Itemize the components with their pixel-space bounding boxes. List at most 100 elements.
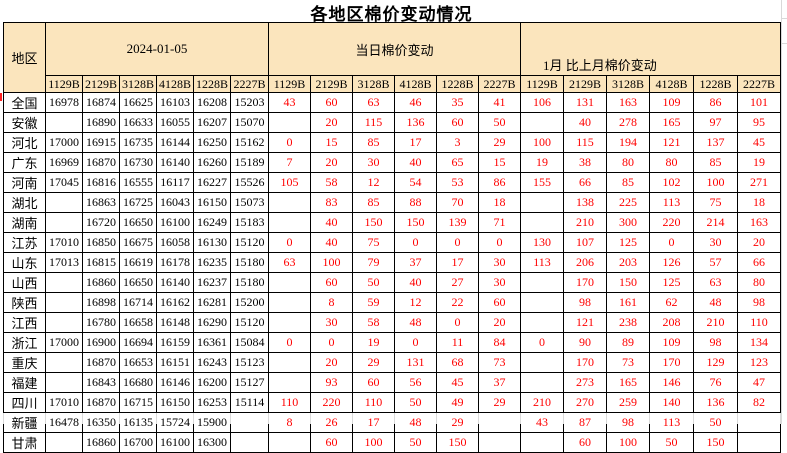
- region-cell[interactable]: 湖北: [3, 192, 46, 213]
- price-cell[interactable]: 16100: [156, 212, 194, 233]
- monthly-change-cell[interactable]: 137: [693, 132, 738, 153]
- daily-change-cell[interactable]: 40: [310, 232, 353, 253]
- price-cell[interactable]: 15180: [230, 272, 269, 293]
- monthly-change-cell[interactable]: 129: [693, 352, 738, 373]
- price-cell[interactable]: 16633: [119, 112, 157, 133]
- price-cell[interactable]: [45, 212, 83, 233]
- monthly-change-cell[interactable]: 98: [693, 332, 738, 353]
- price-cell[interactable]: 15183: [230, 212, 269, 233]
- monthly-change-cell[interactable]: 121: [649, 132, 694, 153]
- daily-change-cell[interactable]: 56: [394, 372, 437, 393]
- grade-header-2129B[interactable]: 2129B: [563, 75, 607, 93]
- price-cell[interactable]: 16150: [193, 192, 231, 213]
- monthly-change-cell[interactable]: 80: [649, 152, 694, 173]
- daily-change-cell[interactable]: 50: [394, 432, 437, 453]
- price-cell[interactable]: 16890: [82, 112, 120, 133]
- price-cell[interactable]: 16816: [82, 172, 120, 193]
- price-cell[interactable]: 16730: [119, 152, 157, 173]
- monthly-change-cell[interactable]: 60: [563, 432, 607, 453]
- daily-change-cell[interactable]: 7: [268, 152, 311, 173]
- price-cell[interactable]: 16850: [82, 232, 120, 253]
- grade-header-1228B[interactable]: 1228B: [436, 75, 479, 93]
- monthly-change-cell[interactable]: 18: [737, 192, 781, 213]
- price-cell[interactable]: 15114: [230, 392, 269, 413]
- daily-change-cell[interactable]: 110: [268, 392, 311, 413]
- price-cell[interactable]: [230, 412, 269, 433]
- price-cell[interactable]: 16694: [119, 332, 157, 353]
- price-cell[interactable]: 17000: [45, 332, 83, 353]
- monthly-change-cell[interactable]: 98: [563, 292, 607, 313]
- monthly-change-cell[interactable]: 259: [606, 392, 650, 413]
- daily-change-cell[interactable]: 86: [478, 172, 521, 193]
- daily-change-cell[interactable]: 17: [394, 132, 437, 153]
- daily-change-cell[interactable]: 8: [310, 292, 353, 313]
- monthly-change-cell[interactable]: 150: [693, 432, 738, 453]
- daily-change-cell[interactable]: 30: [352, 152, 395, 173]
- price-cell[interactable]: 16260: [193, 152, 231, 173]
- daily-change-cell[interactable]: 37: [394, 252, 437, 273]
- daily-change-cell[interactable]: 20: [310, 112, 353, 133]
- region-cell[interactable]: 山西: [3, 272, 46, 293]
- daily-change-cell[interactable]: 29: [478, 132, 521, 153]
- monthly-change-cell[interactable]: 20: [737, 232, 781, 253]
- grade-header-1129B[interactable]: 1129B: [520, 75, 564, 93]
- daily-change-cell[interactable]: [268, 432, 311, 453]
- price-cell[interactable]: [230, 432, 269, 453]
- price-cell[interactable]: 16675: [119, 232, 157, 253]
- price-cell[interactable]: 16860: [82, 432, 120, 453]
- region-cell[interactable]: 江西: [3, 312, 46, 333]
- monthly-change-cell[interactable]: 90: [563, 332, 607, 353]
- monthly-change-cell[interactable]: 38: [563, 152, 607, 173]
- price-cell[interactable]: 15120: [230, 312, 269, 333]
- daily-change-cell[interactable]: 40: [394, 152, 437, 173]
- price-cell[interactable]: 15180: [230, 252, 269, 273]
- daily-change-cell[interactable]: 50: [394, 392, 437, 413]
- daily-change-cell[interactable]: [268, 212, 311, 233]
- price-cell[interactable]: 16478: [45, 412, 83, 433]
- price-cell[interactable]: 16243: [193, 352, 231, 373]
- price-cell[interactable]: 16658: [119, 312, 157, 333]
- monthly-change-cell[interactable]: 109: [649, 92, 694, 113]
- price-cell[interactable]: 16253: [193, 392, 231, 413]
- daily-change-cell[interactable]: [268, 272, 311, 293]
- daily-change-cell[interactable]: 58: [310, 172, 353, 193]
- price-cell[interactable]: 15120: [230, 232, 269, 253]
- daily-change-cell[interactable]: 50: [352, 272, 395, 293]
- monthly-change-cell[interactable]: 136: [693, 392, 738, 413]
- price-cell[interactable]: 16237: [193, 272, 231, 293]
- price-cell[interactable]: 15162: [230, 132, 269, 153]
- region-cell[interactable]: 四川: [3, 392, 46, 413]
- monthly-change-cell[interactable]: [520, 192, 564, 213]
- daily-change-cell[interactable]: 40: [394, 272, 437, 293]
- daily-change-cell[interactable]: 88: [394, 192, 437, 213]
- monthly-change-cell[interactable]: 43: [520, 412, 564, 433]
- daily-change-cell[interactable]: 27: [436, 272, 479, 293]
- monthly-change-cell[interactable]: 194: [606, 132, 650, 153]
- monthly-change-cell[interactable]: 165: [606, 372, 650, 393]
- daily-change-cell[interactable]: 11: [436, 332, 479, 353]
- price-cell[interactable]: [45, 372, 83, 393]
- daily-change-cell[interactable]: 8: [268, 412, 311, 433]
- price-cell[interactable]: 16870: [82, 352, 120, 373]
- price-cell[interactable]: 16555: [119, 172, 157, 193]
- monthly-change-cell[interactable]: 63: [693, 272, 738, 293]
- region-cell[interactable]: 湖南: [3, 212, 46, 233]
- grade-header-2227B[interactable]: 2227B: [737, 75, 781, 93]
- monthly-change-cell[interactable]: 134: [737, 332, 781, 353]
- price-cell[interactable]: 16290: [193, 312, 231, 333]
- monthly-change-cell[interactable]: 125: [649, 272, 694, 293]
- monthly-change-cell[interactable]: 273: [563, 372, 607, 393]
- region-cell[interactable]: 福建: [3, 372, 46, 393]
- daily-change-cell[interactable]: 12: [352, 172, 395, 193]
- price-cell[interactable]: 16100: [156, 432, 194, 453]
- price-cell[interactable]: 16715: [119, 392, 157, 413]
- daily-change-cell[interactable]: 110: [352, 392, 395, 413]
- daily-change-cell[interactable]: [478, 432, 521, 453]
- monthly-change-cell[interactable]: 95: [737, 112, 781, 133]
- monthly-change-cell[interactable]: 100: [693, 172, 738, 193]
- price-cell[interactable]: 15724: [156, 412, 194, 433]
- daily-change-cell[interactable]: 83: [310, 192, 353, 213]
- price-cell[interactable]: 16625: [119, 92, 157, 113]
- price-cell[interactable]: 16969: [45, 152, 83, 173]
- price-cell[interactable]: 16900: [82, 332, 120, 353]
